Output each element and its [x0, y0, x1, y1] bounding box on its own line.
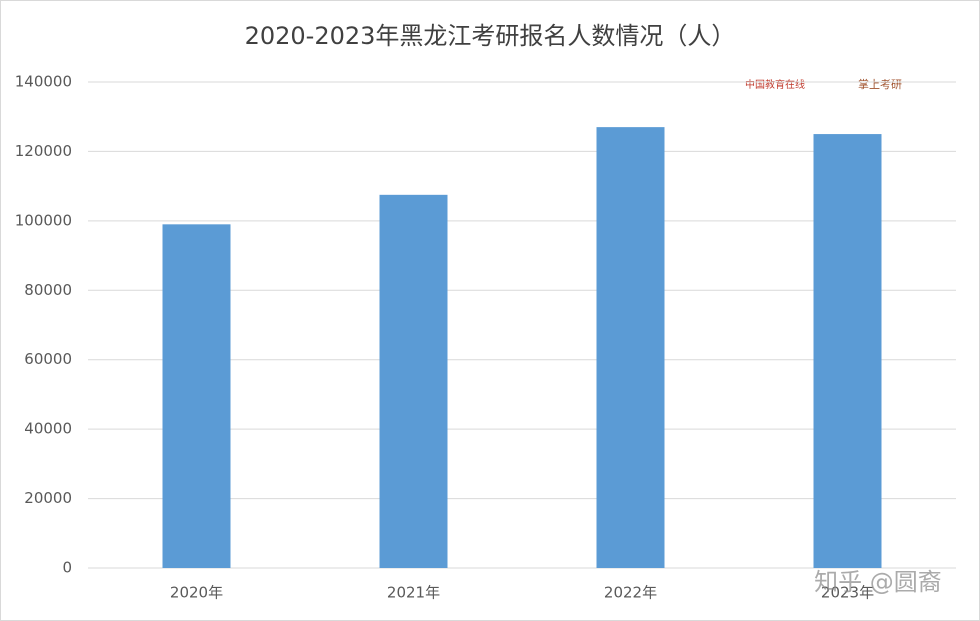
x-tick-label: 2020年 — [170, 584, 223, 602]
chart-title: 2020-2023年黑龙江考研报名人数情况（人） — [245, 22, 736, 50]
y-tick-label: 40000 — [24, 420, 72, 438]
logo: 掌上考研 — [858, 77, 902, 91]
bar — [813, 134, 882, 569]
bar — [162, 224, 231, 569]
x-tick-label: 2022年 — [604, 584, 657, 602]
logo: 中国教育在线 — [745, 78, 805, 91]
y-tick-label: 80000 — [24, 281, 72, 299]
x-tick-label: 2021年 — [387, 584, 440, 602]
y-tick-label: 140000 — [15, 73, 72, 91]
y-tick-label: 0 — [62, 559, 72, 577]
bar — [596, 127, 665, 568]
y-tick-label: 60000 — [24, 350, 72, 368]
watermark: 知乎 @圆裔 — [814, 568, 942, 596]
y-tick-label: 20000 — [24, 489, 72, 507]
x-tick-label: 2023年 — [821, 584, 874, 602]
y-tick-label: 120000 — [15, 142, 72, 160]
y-tick-label: 100000 — [15, 211, 72, 229]
bar — [379, 194, 448, 569]
